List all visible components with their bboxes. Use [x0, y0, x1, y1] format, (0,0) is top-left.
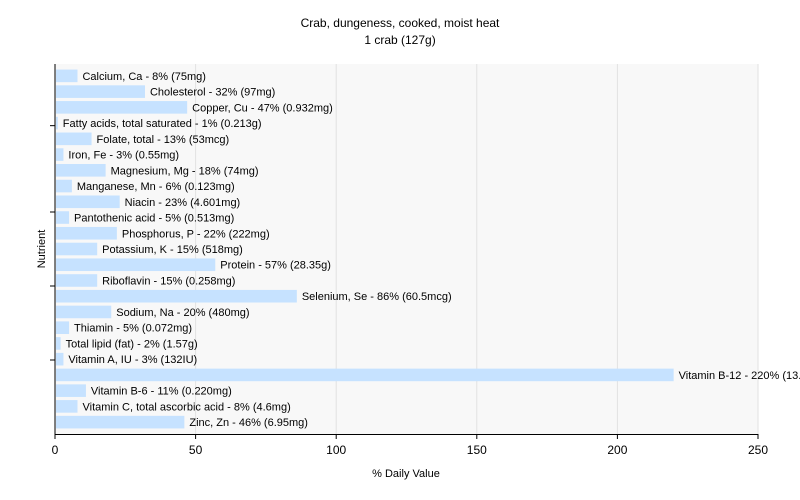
bar-label: Vitamin C, total ascorbic acid - 8% (4.6… [82, 401, 290, 413]
bar-label: Selenium, Se - 86% (60.5mcg) [302, 291, 452, 303]
bar [56, 305, 112, 319]
chart-title: Crab, dungeness, cooked, moist heat [301, 16, 500, 30]
bar-label: Vitamin B-6 - 11% (0.220mg) [91, 386, 232, 398]
bar [56, 274, 98, 287]
bar [56, 226, 117, 240]
bar-label: Copper, Cu - 47% (0.932mg) [192, 102, 333, 114]
bar-label: Manganese, Mn - 6% (0.123mg) [77, 181, 235, 193]
bar [56, 69, 78, 83]
bars: Calcium, Ca - 8% (75mg) Cholesterol - 32%… [56, 69, 800, 429]
x-tick-label: 250 [748, 443, 768, 457]
bar [56, 400, 78, 413]
bar-label: Vitamin A, IU - 3% (132IU) [68, 354, 197, 366]
bar-label: Cholesterol - 32% (97mg) [150, 87, 275, 99]
bar-label: Zinc, Zn - 46% (6.95mg) [189, 417, 308, 429]
bar [56, 337, 61, 350]
bar-label: Folate, total - 13% (53mcg) [97, 134, 230, 146]
bar [56, 352, 64, 366]
axes: 0 50 100 150 200 250 [50, 64, 768, 457]
bar-label: Riboflavin - 15% (0.258mg) [102, 275, 235, 287]
bar [56, 384, 86, 397]
bar [56, 148, 64, 161]
bar-label: Thiamin - 5% (0.072mg) [74, 323, 192, 335]
bar-label: Calcium, Ca - 8% (75mg) [82, 71, 205, 83]
bar [56, 415, 185, 429]
chart-subtitle: 1 crab (127g) [364, 33, 435, 47]
bar-label: Fatty acids, total saturated - 1% (0.213… [63, 118, 262, 130]
bar [56, 116, 58, 130]
bar [56, 164, 106, 177]
x-tick-label: 50 [189, 443, 203, 457]
bar [56, 321, 70, 334]
bar-label: Niacin - 23% (4.601mg) [125, 197, 241, 209]
bar-label: Phosphorus, P - 22% (222mg) [122, 228, 270, 240]
bar-label: Pantothenic acid - 5% (0.513mg) [74, 213, 234, 225]
bar-label: Magnesium, Mg - 18% (74mg) [111, 165, 259, 177]
bar-label: Vitamin B-12 - 220% (13.18mcg) [679, 370, 800, 382]
bar [56, 289, 297, 303]
bar [56, 132, 92, 146]
bar [56, 258, 216, 272]
bar-label: Total lipid (fat) - 2% (1.57g) [66, 338, 198, 350]
bar [56, 368, 674, 382]
bar-label: Sodium, Na - 20% (480mg) [116, 307, 249, 319]
bar [56, 195, 120, 209]
bar [56, 85, 145, 98]
bar [56, 179, 72, 193]
x-tick-label: 200 [607, 443, 627, 457]
bar [56, 101, 188, 114]
x-tick-label: 150 [467, 443, 487, 457]
bar [56, 242, 98, 256]
bar-label: Protein - 57% (28.35g) [220, 260, 331, 272]
bar-label: Potassium, K - 15% (518mg) [102, 244, 243, 256]
x-tick-label: 100 [326, 443, 346, 457]
x-tick-label: 0 [52, 443, 59, 457]
x-axis-label: % Daily Value [372, 468, 440, 480]
y-axis-label: Nutrient [36, 230, 48, 269]
bar [56, 211, 70, 224]
bar-label: Iron, Fe - 3% (0.55mg) [68, 150, 179, 162]
